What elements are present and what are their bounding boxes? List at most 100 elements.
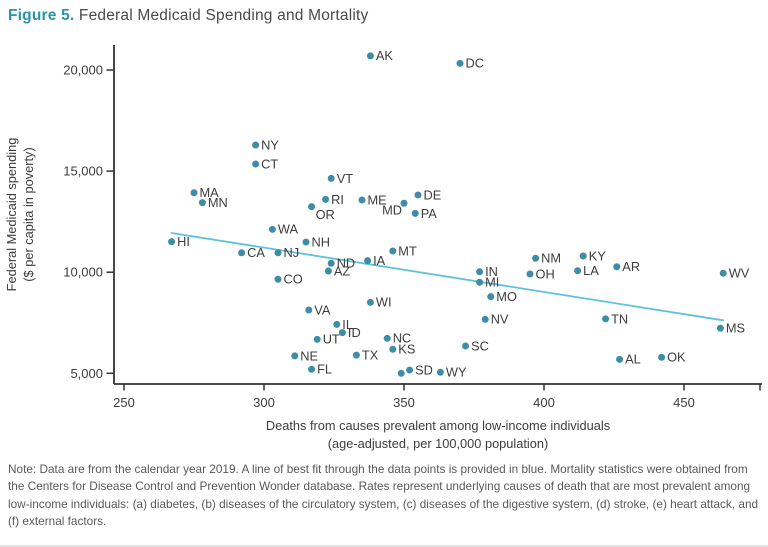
data-point-label-UT: UT bbox=[323, 332, 340, 347]
data-point-label-RI: RI bbox=[331, 192, 344, 207]
x-tick-label: 350 bbox=[393, 395, 415, 410]
data-point-label-IA: IA bbox=[373, 253, 386, 268]
data-point-HI bbox=[168, 238, 176, 246]
data-point-label-ND: ND bbox=[337, 256, 355, 271]
data-point-label-OH: OH bbox=[536, 266, 555, 281]
data-point-AL bbox=[616, 355, 624, 363]
data-point-TN bbox=[602, 315, 610, 323]
data-point-RI bbox=[322, 195, 330, 203]
data-point-label-TX: TX bbox=[362, 348, 379, 363]
data-point-label-FL: FL bbox=[317, 362, 332, 377]
data-point-OK bbox=[658, 353, 666, 361]
data-point-label-OR: OR bbox=[316, 207, 335, 222]
data-point-WY bbox=[436, 368, 444, 376]
x-tick-label: 400 bbox=[533, 395, 555, 410]
data-point-AK bbox=[366, 52, 374, 60]
data-point-label-HI: HI bbox=[177, 234, 190, 249]
data-point-CT bbox=[252, 160, 260, 168]
data-point-MT bbox=[389, 247, 397, 255]
data-point-label-NC: NC bbox=[393, 331, 411, 346]
x-tick-label: 300 bbox=[253, 395, 275, 410]
figure-name: Federal Medicaid Spending and Mortality bbox=[74, 7, 369, 24]
data-point-IA bbox=[364, 257, 372, 265]
data-point-label-DE: DE bbox=[424, 187, 442, 202]
data-point-FL bbox=[308, 365, 316, 373]
data-point-MO bbox=[487, 293, 495, 301]
data-point-label-AR: AR bbox=[622, 259, 640, 274]
data-point-DC bbox=[456, 59, 464, 67]
data-point-label-SD: SD bbox=[415, 362, 433, 377]
data-point-label-ID: ID bbox=[348, 325, 361, 340]
data-point-label-KS: KS bbox=[398, 342, 415, 357]
data-point-KY bbox=[579, 252, 587, 260]
data-point-PA bbox=[411, 209, 419, 217]
data-point-CO bbox=[274, 275, 282, 283]
figure-title: Figure 5. Federal Medicaid Spending and … bbox=[8, 7, 368, 25]
data-point-label-ME: ME bbox=[368, 192, 387, 207]
data-point-MS bbox=[716, 324, 724, 332]
data-point-NE bbox=[291, 352, 299, 360]
data-point-label-IL: IL bbox=[342, 317, 353, 332]
data-point-ID bbox=[338, 329, 346, 337]
data-point-WV bbox=[719, 269, 727, 277]
data-point-label-NV: NV bbox=[491, 312, 509, 327]
data-point-ME bbox=[358, 196, 366, 204]
data-point-NH bbox=[302, 238, 310, 246]
data-point-TX bbox=[352, 351, 360, 359]
figure-number: Figure 5. bbox=[8, 7, 75, 24]
x-axis-subtitle: (age-adjusted, per 100,000 population) bbox=[328, 436, 549, 451]
data-point-DE bbox=[414, 191, 422, 199]
data-point-NM bbox=[532, 254, 540, 262]
data-point-CA bbox=[238, 249, 246, 257]
data-point-OH bbox=[526, 270, 534, 278]
data-point-SC bbox=[462, 342, 470, 350]
data-point-MA bbox=[190, 189, 198, 197]
data-point-label-AL: AL bbox=[625, 352, 641, 367]
note-text: Note: Data are from the calendar year 20… bbox=[8, 462, 759, 529]
data-point-label-NM: NM bbox=[541, 251, 561, 266]
data-point-label-KY: KY bbox=[589, 248, 607, 263]
y-axis-title: Federal Medicaid spending bbox=[4, 138, 19, 292]
data-point-label-CO: CO bbox=[284, 272, 303, 287]
data-point-label-MS: MS bbox=[726, 321, 745, 336]
data-point-label-MO: MO bbox=[496, 289, 517, 304]
data-point-label-WY: WY bbox=[446, 365, 467, 380]
data-point-NC bbox=[383, 334, 391, 342]
data-point-label-VA: VA bbox=[314, 302, 331, 317]
data-point-label-WI: WI bbox=[376, 295, 392, 310]
data-point-label-NE: NE bbox=[300, 348, 318, 363]
data-point-MD bbox=[400, 199, 408, 207]
data-point-label-VT: VT bbox=[337, 171, 354, 186]
data-point-label-OK: OK bbox=[667, 350, 686, 365]
y-axis-subtitle: ($ per capita in poverty) bbox=[21, 147, 36, 281]
data-point-label-WV: WV bbox=[729, 266, 750, 281]
data-point bbox=[397, 369, 405, 377]
data-point-label-TN: TN bbox=[611, 311, 628, 326]
data-point-label-MI: MI bbox=[485, 275, 499, 290]
data-point-NY bbox=[252, 141, 260, 149]
data-point-label-MA: MA bbox=[200, 185, 220, 200]
x-tick-label: 450 bbox=[673, 395, 695, 410]
data-point-IN bbox=[476, 268, 484, 276]
y-tick-label: 10,000 bbox=[63, 265, 103, 280]
trend-line bbox=[170, 232, 725, 322]
data-point-label-LA: LA bbox=[583, 263, 599, 278]
data-point-LA bbox=[574, 267, 582, 275]
data-point-label-AZ: AZ bbox=[334, 263, 351, 278]
data-point-VA bbox=[305, 306, 313, 314]
data-point-label-CT: CT bbox=[261, 156, 278, 171]
y-tick-label: 20,000 bbox=[63, 63, 103, 78]
data-point-IL bbox=[333, 320, 341, 328]
data-point-WI bbox=[366, 298, 374, 306]
data-point-label-SC: SC bbox=[471, 338, 489, 353]
data-point-AZ bbox=[324, 267, 332, 275]
x-axis-title: Deaths from causes prevalent among low-i… bbox=[266, 418, 610, 433]
data-point-label-CA: CA bbox=[247, 245, 265, 260]
data-point-label-DC: DC bbox=[466, 56, 484, 71]
y-tick-label: 15,000 bbox=[63, 164, 103, 179]
data-point-KS bbox=[389, 345, 397, 353]
data-point-label-WA: WA bbox=[278, 222, 299, 237]
data-point-label-PA: PA bbox=[421, 206, 438, 221]
data-point-AR bbox=[613, 263, 621, 271]
